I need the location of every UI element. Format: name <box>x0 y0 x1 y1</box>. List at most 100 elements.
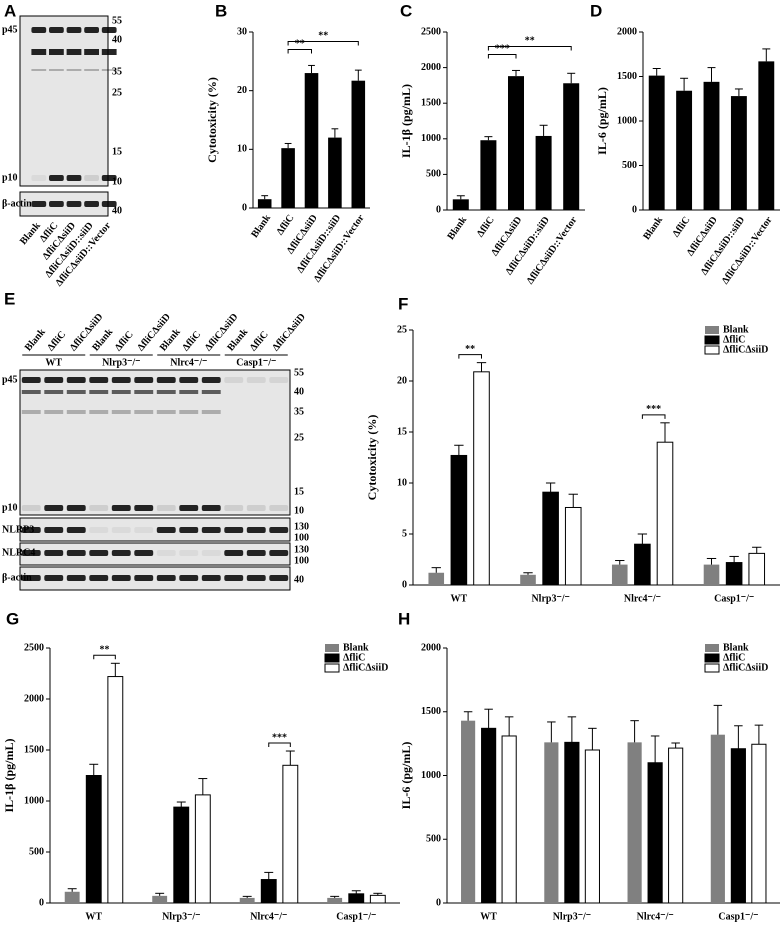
blot-band <box>179 527 199 533</box>
blot-band <box>66 69 82 71</box>
error-bar <box>523 572 533 575</box>
blot-band <box>269 575 289 581</box>
y-tick-label: 1000 <box>421 133 441 144</box>
blot-band <box>179 377 199 383</box>
error-bar <box>567 72 576 84</box>
blot-band <box>246 505 266 511</box>
x-tick-label: Nlrp3⁻/⁻ <box>553 911 591 922</box>
blot-band <box>21 377 41 383</box>
error-bar <box>734 88 743 97</box>
legend-swatch <box>324 653 340 663</box>
bar <box>611 564 628 585</box>
bar <box>584 749 600 904</box>
bar <box>730 748 746 904</box>
legend-label: ΔfliCΔsiiD <box>723 344 768 355</box>
bar <box>656 441 674 586</box>
blot-band <box>21 527 41 533</box>
error-bar <box>242 895 252 898</box>
blot-band <box>101 201 117 207</box>
y-tick-label: 500 <box>426 834 441 845</box>
y-tick-label: 1000 <box>617 115 637 126</box>
blot-band <box>246 575 266 581</box>
blot-band <box>111 505 131 511</box>
blot-band <box>44 527 64 533</box>
bar <box>730 96 747 210</box>
y-tick-label: 0 <box>632 204 637 215</box>
error-bar <box>155 892 165 896</box>
bar <box>481 727 497 904</box>
bar <box>257 199 272 208</box>
error-bar <box>504 716 514 736</box>
blot-band <box>31 69 47 71</box>
bar <box>647 762 663 904</box>
blot-band <box>179 390 199 394</box>
bar <box>473 371 490 586</box>
blot-band <box>89 505 109 511</box>
blot-band <box>179 550 199 556</box>
bar <box>564 741 580 904</box>
blot-band <box>89 527 109 533</box>
legend-swatch <box>704 653 720 663</box>
bar <box>564 506 582 586</box>
size-marker: 100 <box>294 555 309 566</box>
error-bar <box>261 195 269 200</box>
panel-letter: D <box>590 1 602 20</box>
error-bar <box>454 444 464 456</box>
blot-band <box>224 575 244 581</box>
blot-band <box>201 550 221 556</box>
size-marker: 15 <box>112 146 122 157</box>
bar <box>725 562 743 586</box>
y-tick-label: 20 <box>237 85 247 96</box>
x-tick-label: Nlrc4⁻/⁻ <box>250 911 287 922</box>
blot-band <box>89 390 109 394</box>
bar <box>563 83 580 210</box>
y-tick-label: 10 <box>237 144 247 155</box>
error-bar <box>734 725 743 749</box>
error-bar <box>511 69 521 77</box>
y-tick-label: 500 <box>622 160 637 171</box>
sig-bracket <box>641 414 666 419</box>
blot-band <box>21 410 41 414</box>
group-label: Nlrc4⁻/⁻ <box>170 357 207 368</box>
blot-band <box>224 377 244 383</box>
blot-band <box>134 550 154 556</box>
size-marker: 130 <box>294 544 309 555</box>
blot-band <box>111 390 131 394</box>
group-label: Nlrp3⁻/⁻ <box>102 357 140 368</box>
error-bar <box>671 742 680 749</box>
x-tick-label: ΔfliC <box>275 213 297 238</box>
sig-bracket <box>487 53 517 59</box>
error-bar <box>545 482 556 493</box>
blot-band <box>111 575 131 581</box>
blot-band <box>21 390 41 394</box>
bar <box>748 552 766 586</box>
sig-label: *** <box>646 404 661 415</box>
y-axis-label: Cytotoxicity (%) <box>205 77 219 163</box>
sig-bracket <box>287 40 359 46</box>
bar <box>260 879 277 904</box>
blot-row-label: p10 <box>2 172 18 183</box>
bar <box>351 80 366 208</box>
bar <box>239 897 255 903</box>
error-bar <box>547 721 556 743</box>
blot-band <box>269 550 289 556</box>
blot-band <box>246 527 266 533</box>
y-tick-label: 0 <box>402 579 407 590</box>
bar <box>281 148 295 208</box>
blot-band <box>201 505 221 511</box>
lane-label: Blank <box>23 326 48 353</box>
bar <box>282 764 299 904</box>
bar <box>710 734 725 903</box>
error-bar <box>707 67 716 82</box>
blot-row-label: p10 <box>2 502 18 513</box>
blot-band <box>179 505 199 511</box>
blot-band <box>156 410 176 414</box>
blot-band <box>84 49 99 55</box>
error-bar <box>330 895 340 898</box>
error-bar <box>484 136 493 141</box>
legend-label: Blank <box>723 324 749 335</box>
size-marker: 25 <box>294 432 304 443</box>
bar <box>328 137 342 208</box>
error-bar <box>456 195 465 200</box>
error-bar <box>351 890 361 894</box>
